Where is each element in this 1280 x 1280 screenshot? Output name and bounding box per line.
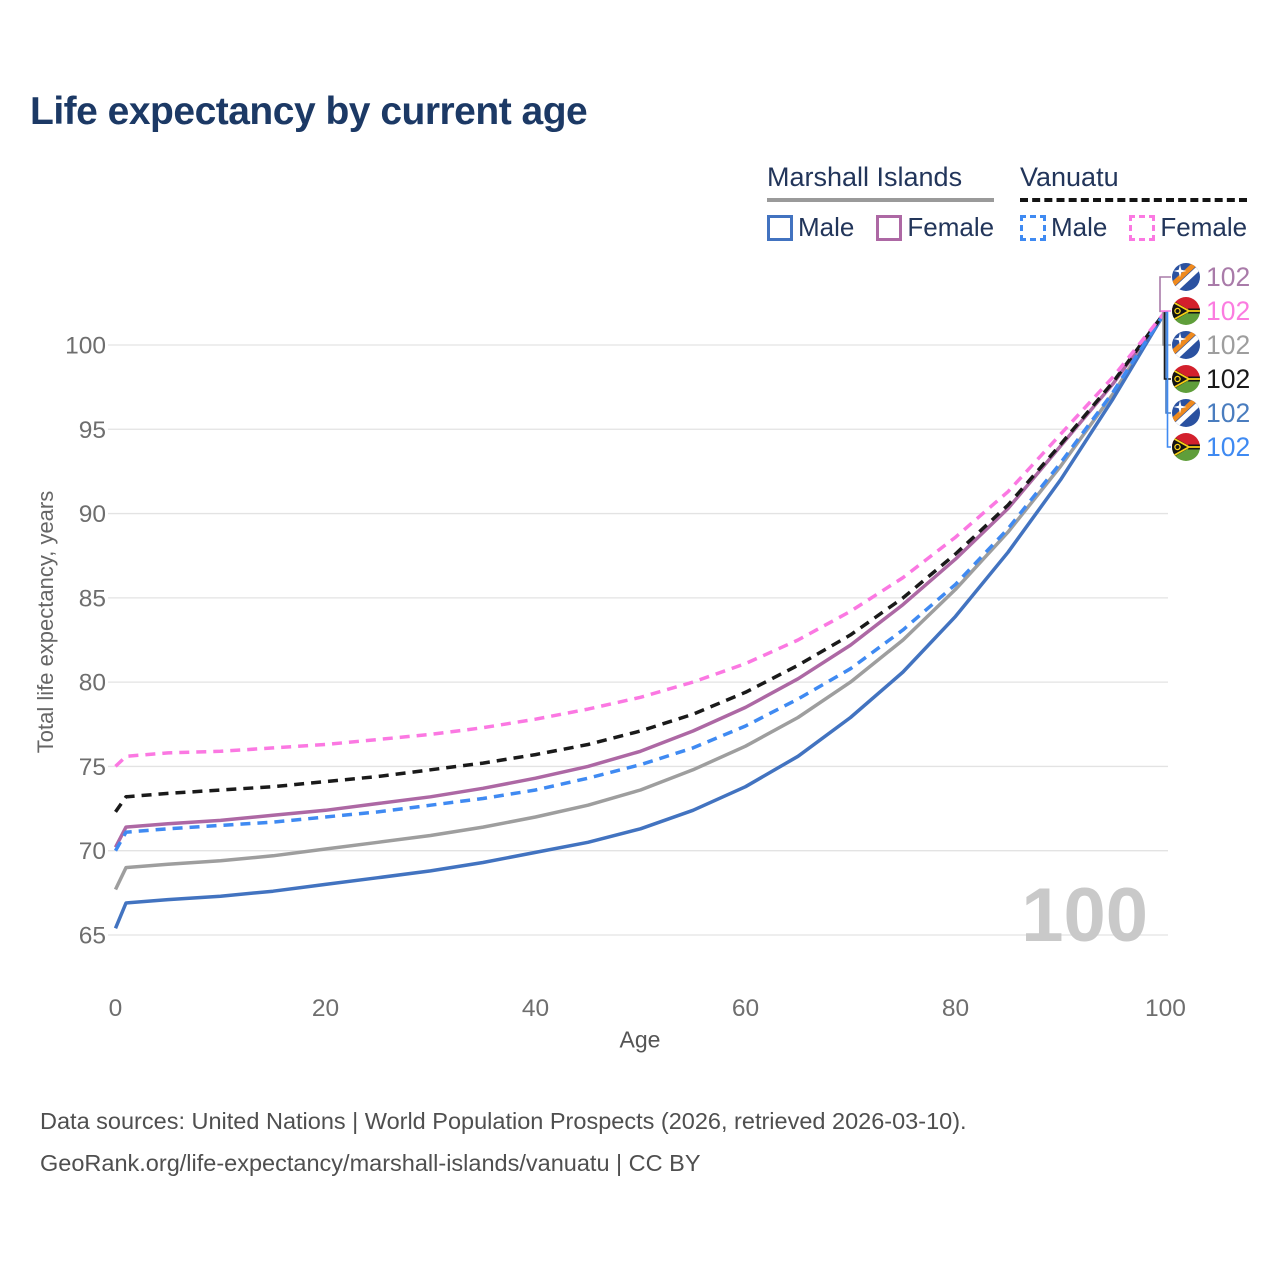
y-tick-80: 80 (79, 670, 106, 697)
legend-group-marshall-islands: Marshall Islands Male Female (767, 162, 995, 243)
end-value-label-vu-female[interactable]: 102 (1206, 296, 1250, 326)
legend-item-label: Female (1160, 212, 1248, 242)
flag-marshall-islands-icon (1172, 399, 1200, 427)
series-line-vu-female[interactable] (114, 310, 1167, 768)
legend-item-label: Male (798, 212, 855, 242)
legend: Marshall Islands Male Female Vanuatu Male Fem… (0, 0, 1280, 250)
y-axis-title: Total life expectancy, years (33, 490, 58, 754)
x-tick-40: 40 (522, 995, 549, 1022)
series-line-vu-total[interactable] (114, 310, 1167, 813)
x-tick-0: 0 (109, 995, 123, 1022)
flag-vanuatu-icon (1172, 433, 1200, 461)
end-value-label-vu-male[interactable]: 102 (1206, 432, 1250, 462)
end-value-label-vu-total[interactable]: 102 (1206, 364, 1250, 394)
y-tick-75: 75 (79, 754, 106, 781)
legend-group-underline (767, 198, 995, 202)
series-line-mi-male[interactable] (113, 310, 1168, 929)
legend-item-label: Female (907, 212, 995, 242)
x-axis-title: Age (619, 1026, 661, 1053)
legend-group-vanuatu: Vanuatu Male Female (1020, 162, 1248, 243)
y-tick-90: 90 (79, 501, 106, 528)
series-line-mi-female[interactable] (113, 310, 1167, 849)
y-tick-65: 65 (79, 922, 106, 949)
y-tick-100: 100 (65, 333, 106, 360)
end-value-label-mi-total[interactable]: 102 (1206, 330, 1250, 360)
y-tick-70: 70 (79, 838, 106, 865)
series-line-vu-male[interactable] (113, 310, 1167, 852)
end-value-label-mi-female[interactable]: 102 (1206, 262, 1250, 292)
x-tick-100: 100 (1145, 995, 1186, 1022)
legend-item-marshall-islands-male[interactable]: Male (767, 212, 854, 243)
legend-group-title: Marshall Islands (767, 162, 963, 192)
x-tick-20: 20 (312, 995, 339, 1022)
end-value-label-mi-male[interactable]: 102 (1206, 398, 1250, 428)
legend-item-vanuatu-female[interactable]: Female (1129, 212, 1247, 243)
page-title: Life expectancy by current age (30, 90, 588, 133)
flag-marshall-islands-icon (1172, 331, 1200, 359)
legend-swatch (1129, 214, 1156, 241)
flag-vanuatu-icon (1172, 365, 1200, 393)
series-line-mi-total[interactable] (113, 310, 1167, 891)
legend-group-title: Vanuatu (1020, 162, 1119, 192)
x-tick-60: 60 (732, 995, 759, 1022)
flag-marshall-islands-icon (1172, 263, 1200, 291)
legend-swatch (876, 214, 903, 241)
x-tick-80: 80 (942, 995, 969, 1022)
flag-vanuatu-icon (1172, 297, 1200, 325)
footer-attribution: GeoRank.org/life-expectancy/marshall-isl… (40, 1150, 701, 1176)
legend-group-underline (1020, 198, 1248, 202)
legend-item-label: Male (1051, 212, 1108, 242)
legend-swatch (767, 214, 793, 241)
leader-line-mi-female (1159, 276, 1171, 313)
legend-swatch (1020, 214, 1046, 241)
legend-item-vanuatu-male[interactable]: Male (1020, 212, 1107, 243)
footer-data-sources: Data sources: United Nations | World Pop… (40, 1108, 967, 1134)
legend-item-marshall-islands-female[interactable]: Female (876, 212, 994, 243)
y-tick-85: 85 (79, 585, 106, 612)
watermark-age: 100 (1021, 873, 1148, 958)
y-tick-95: 95 (79, 417, 106, 444)
